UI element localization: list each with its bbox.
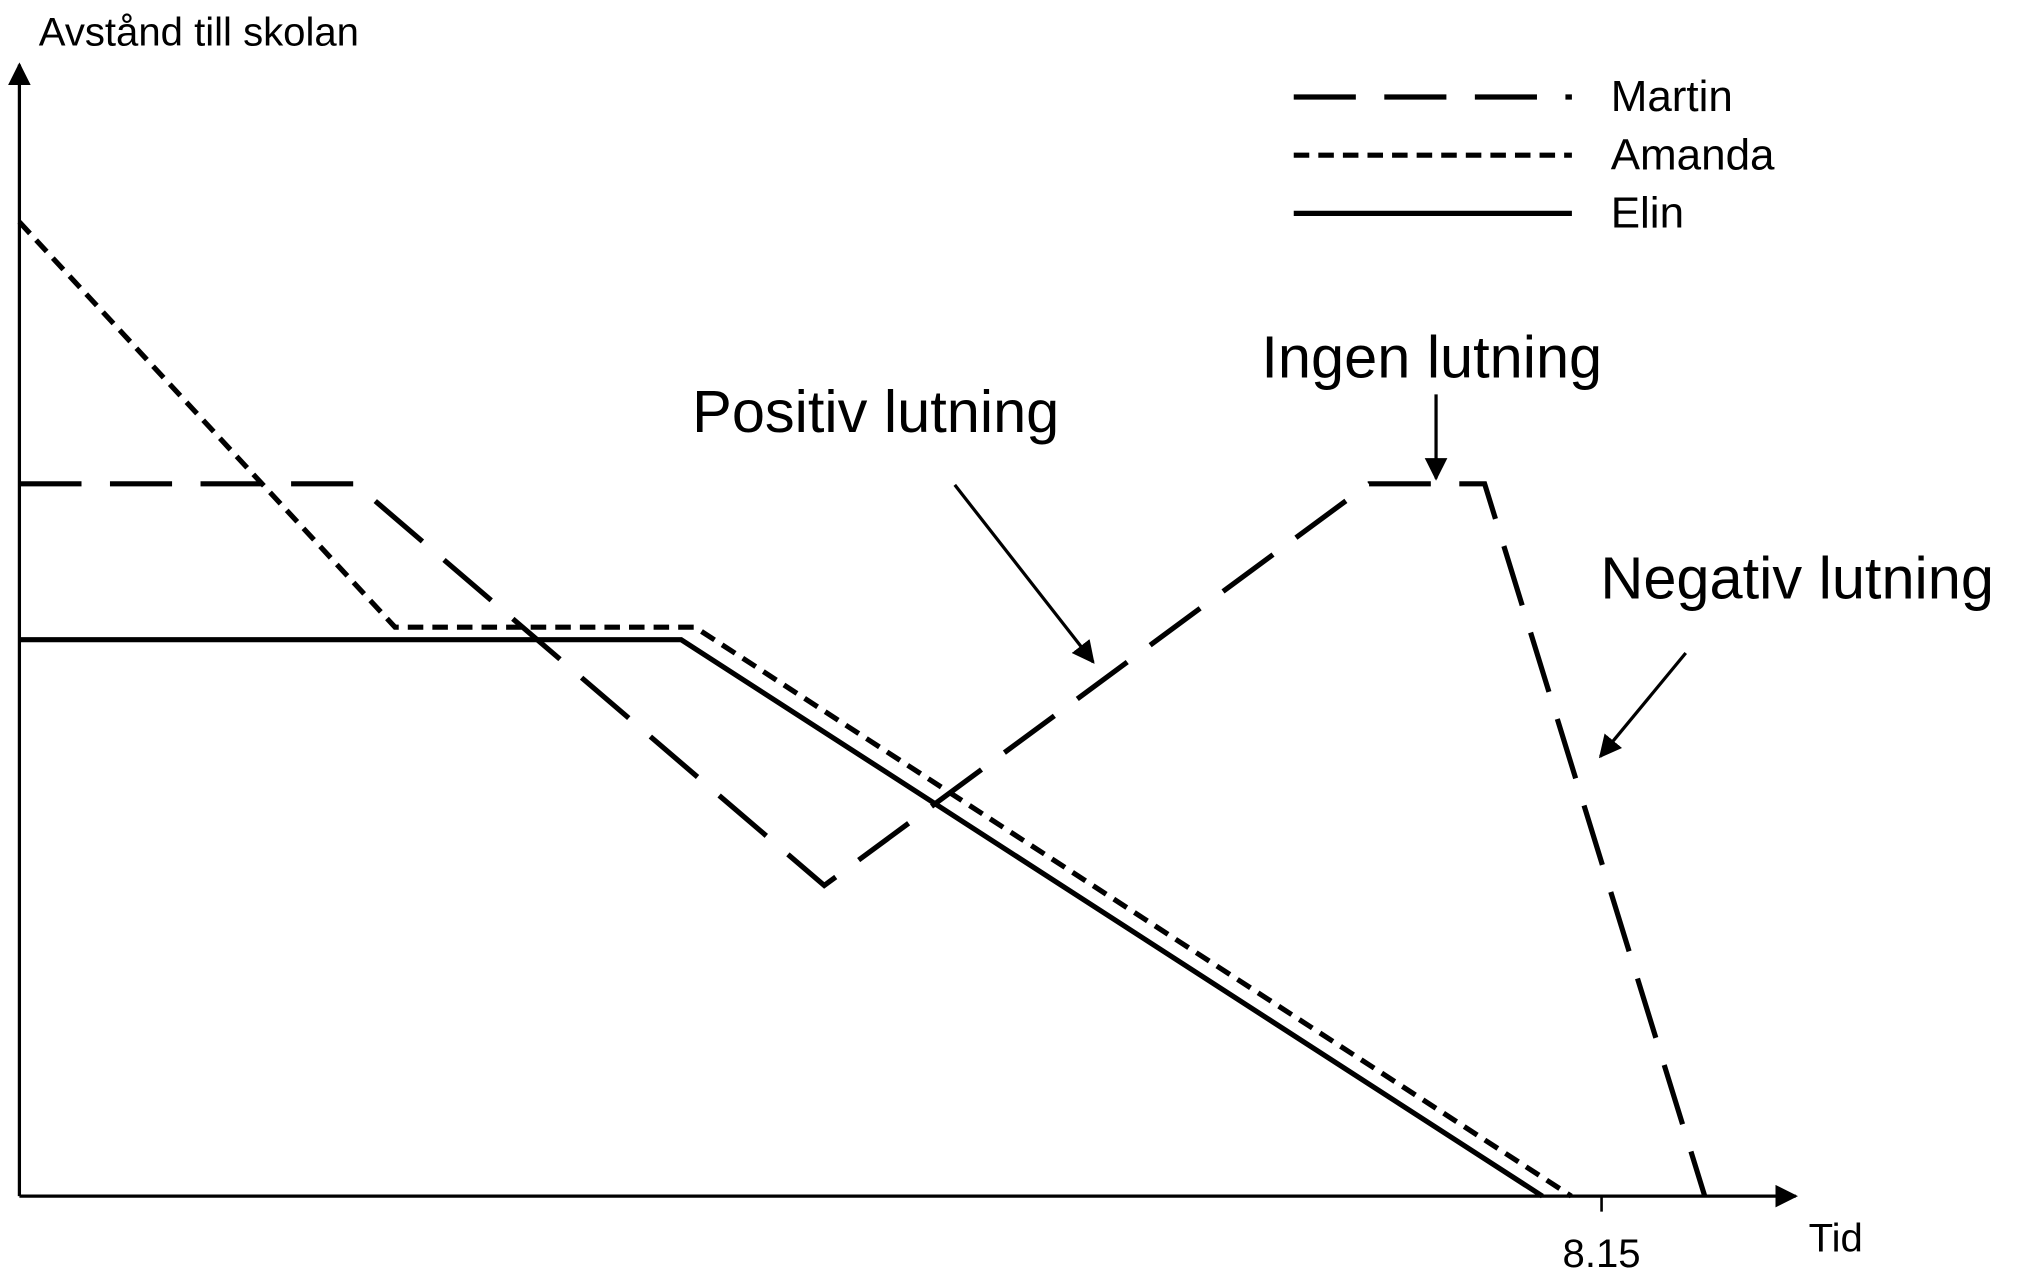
- y-axis-label: Avstånd till skolan: [39, 10, 359, 54]
- annotation: Negativ lutning: [1600, 545, 1994, 612]
- series-line: [19, 637, 1544, 1199]
- series-line: [19, 481, 1708, 1197]
- annotation: Positiv lutning: [692, 378, 1059, 445]
- x-tick-label: 8.15: [1563, 1232, 1641, 1275]
- legend-label: Elin: [1611, 189, 1684, 238]
- x-axis-label: Tid: [1809, 1217, 1863, 1261]
- legend-label: Martin: [1611, 72, 1733, 121]
- annotation-arrow: [953, 483, 1095, 664]
- annotation: Ingen lutning: [1261, 324, 1602, 391]
- series-line: [17, 220, 1573, 1199]
- legend-label: Amanda: [1611, 130, 1775, 179]
- annotation-arrow: [1598, 651, 1687, 759]
